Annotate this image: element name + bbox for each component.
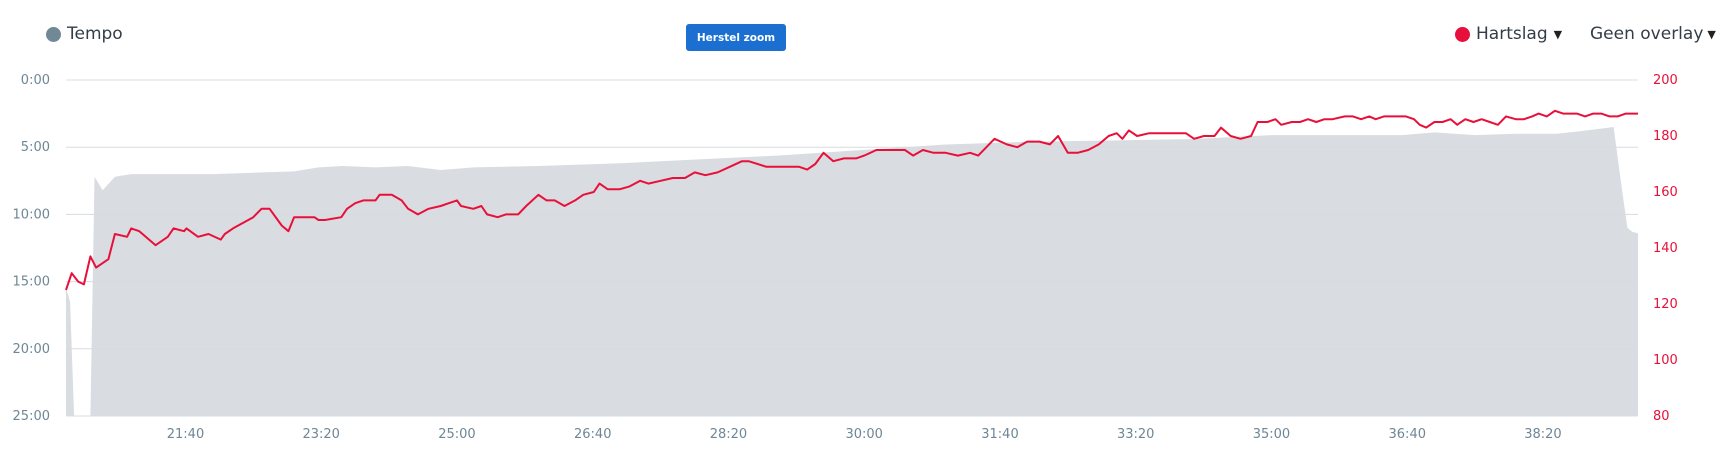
x-axis-tick-label: 21:40 [167,427,204,442]
right-axis-tick-label: 200 [1653,73,1678,88]
legend-tempo[interactable]: Tempo [46,24,123,44]
right-axis-tick-label: 180 [1653,129,1678,144]
x-axis-tick-label: 31:40 [981,427,1018,442]
left-axis-tick-label: 20:00 [13,342,50,357]
tempo-legend-label: Tempo [67,24,123,44]
heart-rate-selector[interactable]: Hartslag ▼ [1455,24,1562,44]
x-axis-tick-label: 25:00 [438,427,475,442]
x-axis-tick-label: 38:20 [1524,427,1561,442]
heart-rate-line [65,109,1638,291]
heart-rate-legend-dot [1455,26,1470,42]
reset-zoom-button[interactable]: Herstel zoom [686,24,786,51]
chevron-down-icon: ▼ [1553,27,1563,41]
overlay-selector[interactable]: Geen overlay ▼ [1590,24,1716,44]
right-axis-tick-label: 80 [1653,409,1670,424]
right-axis-tick-label: 140 [1653,241,1678,256]
chevron-down-icon: ▼ [1707,27,1716,41]
left-axis-tick-label: 10:00 [13,207,50,222]
heart-rate-legend-label: Hartslag [1476,24,1548,44]
x-axis-tick-label: 23:20 [302,427,339,442]
left-axis-tick-label: 15:00 [13,275,50,290]
x-axis-tick-label: 30:00 [845,427,882,442]
tempo-area [66,127,1638,416]
x-axis-tick-label: 35:00 [1253,427,1290,442]
x-axis-tick-label: 33:20 [1117,427,1154,442]
x-axis-tick-label: 26:40 [574,427,611,442]
x-axis-tick-label: 28:20 [710,427,747,442]
overlay-label: Geen overlay [1590,24,1704,44]
left-axis-tick-label: 5:00 [21,140,50,155]
left-axis-tick-label: 25:00 [13,409,50,424]
tempo-legend-dot [46,26,61,42]
right-axis-tick-label: 120 [1653,297,1678,312]
right-axis-tick-label: 160 [1653,185,1678,200]
right-axis-tick-label: 100 [1653,353,1678,368]
x-axis-tick-label: 36:40 [1389,427,1426,442]
left-axis-tick-label: 0:00 [21,73,50,88]
